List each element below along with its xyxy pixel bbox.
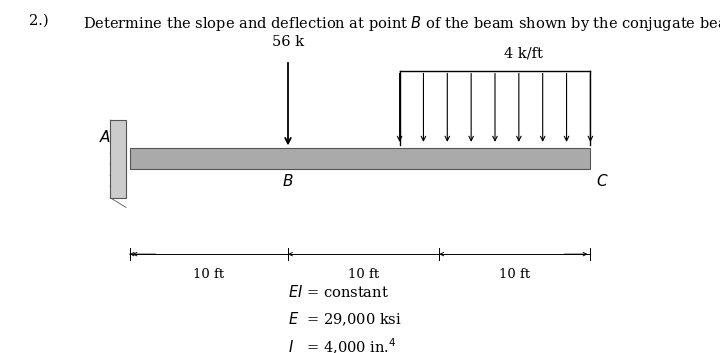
Text: $I$   = 4,000 in.$^{4}$: $I$ = 4,000 in.$^{4}$ (288, 337, 397, 353)
Text: $E$  = 29,000 ksi: $E$ = 29,000 ksi (288, 311, 402, 328)
Text: $EI$ = constant: $EI$ = constant (288, 284, 389, 300)
FancyBboxPatch shape (110, 120, 126, 198)
Text: $C$: $C$ (596, 173, 608, 189)
Text: $B$: $B$ (282, 173, 294, 189)
Text: 10 ft: 10 ft (348, 268, 379, 281)
Text: 2.): 2.) (29, 14, 48, 28)
Text: 10 ft: 10 ft (193, 268, 225, 281)
Text: 4 k/ft: 4 k/ft (505, 46, 543, 60)
Text: Determine the slope and deflection at point $\mathit{B}$ of the beam shown by th: Determine the slope and deflection at po… (83, 14, 720, 33)
Text: 56 k: 56 k (272, 35, 304, 49)
Bar (130, 148, 590, 169)
Text: $A$: $A$ (99, 129, 112, 145)
Text: 10 ft: 10 ft (499, 268, 531, 281)
